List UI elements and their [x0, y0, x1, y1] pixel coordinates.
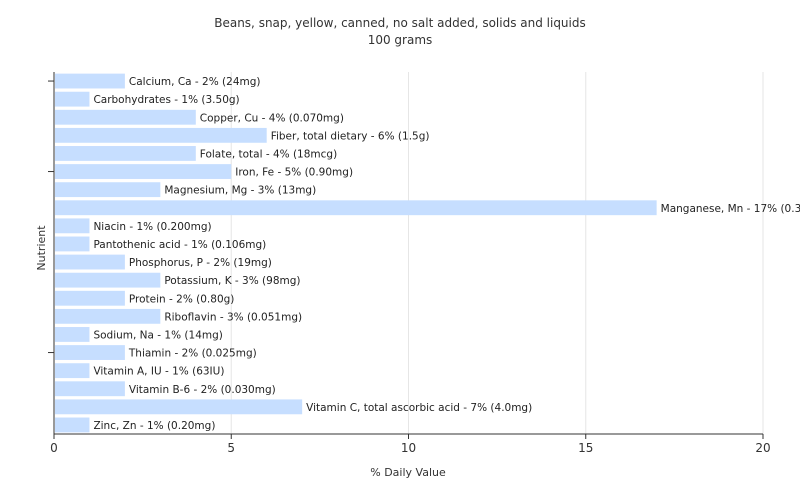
bar — [55, 182, 161, 198]
data-label: Vitamin C, total ascorbic acid - 7% (4.0… — [306, 402, 532, 414]
bar — [55, 218, 90, 234]
bar — [55, 363, 90, 379]
y-axis-label: Nutrient — [35, 225, 48, 271]
bar — [55, 127, 267, 143]
bar — [55, 146, 196, 161]
data-label: Thiamin - 2% (0.025mg) — [128, 348, 257, 360]
bar — [55, 399, 303, 415]
bar — [55, 381, 125, 397]
chart-subtitle: 100 grams — [368, 33, 433, 47]
chart-title: Beans, snap, yellow, canned, no salt add… — [214, 16, 586, 30]
grid-lines — [230, 72, 764, 434]
data-label: Niacin - 1% (0.200mg) — [93, 221, 211, 233]
data-label: Phosphorus, P - 2% (19mg) — [129, 257, 272, 269]
bar — [55, 200, 657, 216]
data-label: Riboflavin - 3% (0.051mg) — [164, 311, 302, 323]
x-tick-label: 5 — [227, 441, 235, 455]
data-label: Zinc, Zn - 1% (0.20mg) — [93, 420, 215, 432]
x-tick-label: 10 — [401, 441, 416, 455]
data-label: Manganese, Mn - 17% (0.335mg) — [661, 203, 800, 215]
bar — [55, 91, 90, 107]
bar — [55, 308, 161, 324]
bar — [55, 290, 125, 306]
bar — [55, 164, 232, 179]
bars: Calcium, Ca - 2% (24mg) Carbohydrates - 1… — [55, 73, 800, 433]
bar — [55, 327, 90, 342]
data-label: Folate, total - 4% (18mcg) — [200, 148, 337, 160]
data-label: Copper, Cu - 4% (0.070mg) — [200, 112, 344, 124]
bar — [55, 109, 196, 125]
data-label: Vitamin B-6 - 2% (0.030mg) — [129, 384, 276, 396]
x-axis-label: % Daily Value — [370, 466, 446, 479]
data-label: Vitamin A, IU - 1% (63IU) — [93, 366, 224, 378]
data-label: Iron, Fe - 5% (0.90mg) — [235, 167, 353, 179]
data-label: Protein - 2% (0.80g) — [129, 293, 235, 305]
x-tick-label: 15 — [578, 441, 593, 455]
bar — [55, 73, 125, 89]
x-tick-label: 20 — [755, 441, 770, 455]
axes: 0 5 10 15 20 — [48, 72, 771, 455]
bar — [55, 272, 161, 288]
bar — [55, 236, 90, 252]
x-tick-label: 0 — [50, 441, 58, 455]
bar — [55, 417, 90, 433]
data-label: Fiber, total dietary - 6% (1.5g) — [271, 130, 430, 142]
data-label: Pantothenic acid - 1% (0.106mg) — [93, 239, 266, 251]
data-label: Carbohydrates - 1% (3.50g) — [93, 94, 239, 106]
bar — [55, 345, 125, 360]
data-label: Sodium, Na - 1% (14mg) — [93, 329, 222, 341]
data-label: Calcium, Ca - 2% (24mg) — [129, 76, 261, 88]
bar — [55, 254, 125, 270]
data-label: Magnesium, Mg - 3% (13mg) — [164, 185, 316, 197]
data-label: Potassium, K - 3% (98mg) — [164, 275, 300, 287]
